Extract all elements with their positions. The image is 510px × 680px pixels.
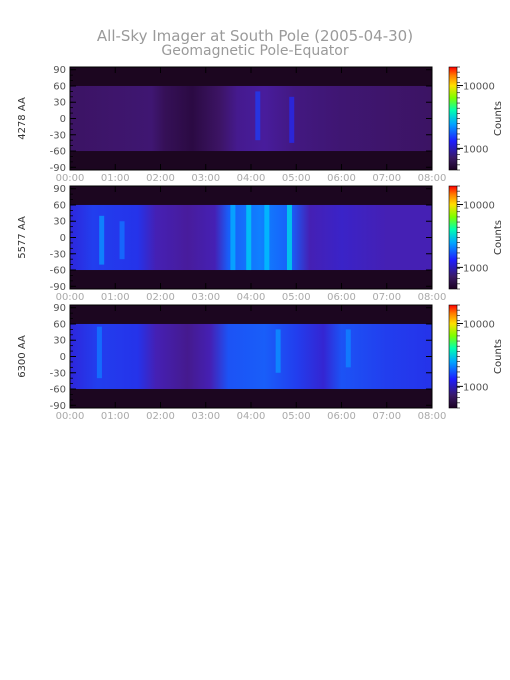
data-region: [70, 85, 432, 152]
x-tick-label: 01:00: [101, 173, 130, 184]
y-tick-label: 0: [60, 233, 66, 244]
y-tick-label: 60: [53, 200, 66, 211]
aurora-streak: [255, 91, 261, 141]
x-tick-label: 06:00: [327, 173, 356, 184]
aurora-streak: [99, 215, 105, 265]
x-tick-label: 03:00: [191, 173, 220, 184]
x-tick-label: 02:00: [146, 411, 175, 422]
y-tick-label: 90: [53, 65, 66, 76]
y-tick-label: -60: [50, 147, 66, 158]
colorbar-tick-label: 10000: [463, 320, 495, 331]
x-tick-label: 07:00: [372, 292, 401, 303]
y-tick-label: -90: [50, 282, 66, 293]
x-tick-label: 04:00: [237, 292, 266, 303]
y-tick-label: -90: [50, 401, 66, 412]
aurora-streak: [230, 204, 236, 271]
aurora-streak: [246, 204, 252, 271]
y-tick-label: -60: [50, 266, 66, 277]
x-tick-label: 00:00: [56, 292, 85, 303]
colorbar-label: Counts: [493, 220, 504, 255]
y-tick-label: -60: [50, 385, 66, 396]
y-tick-label: 0: [60, 114, 66, 125]
y-tick-label: -30: [50, 368, 66, 379]
colorbar: [448, 304, 458, 409]
data-region: [70, 323, 432, 390]
colorbar-tick-label: 10000: [463, 82, 495, 93]
aurora-streak: [275, 329, 281, 373]
aurora-streak: [264, 204, 270, 271]
aurora-streak: [345, 329, 351, 368]
y-tick-label: 60: [53, 319, 66, 330]
y-tick-label: 30: [53, 98, 66, 109]
y-axis-label: 6300 AA: [17, 335, 28, 378]
colorbar-tick-label: 10000: [463, 201, 495, 212]
x-tick-label: 05:00: [282, 411, 311, 422]
colorbar-tick-label: 1000: [463, 263, 488, 274]
y-tick-label: 90: [53, 303, 66, 314]
x-tick-label: 04:00: [237, 411, 266, 422]
colorbar-tick-label: 1000: [463, 144, 488, 155]
y-axis-label: 4278 AA: [17, 97, 28, 140]
x-tick-label: 06:00: [327, 411, 356, 422]
y-tick-label: 0: [60, 352, 66, 363]
x-tick-label: 00:00: [56, 411, 85, 422]
y-tick-label: -30: [50, 130, 66, 141]
colorbar-label: Counts: [493, 339, 504, 374]
x-tick-label: 07:00: [372, 411, 401, 422]
colorbar-tick-label: 1000: [463, 382, 488, 393]
x-tick-label: 08:00: [418, 411, 447, 422]
colorbar-label: Counts: [493, 101, 504, 136]
x-tick-label: 08:00: [418, 173, 447, 184]
figure-title: All-Sky Imager at South Pole (2005-04-30…: [97, 27, 413, 45]
y-tick-label: 30: [53, 336, 66, 347]
y-tick-label: 90: [53, 184, 66, 195]
colorbar: [448, 66, 458, 171]
x-tick-label: 03:00: [191, 411, 220, 422]
y-axis-label: 5577 AA: [17, 216, 28, 259]
y-tick-label: -30: [50, 249, 66, 260]
colorbar: [448, 185, 458, 290]
x-tick-label: 06:00: [327, 292, 356, 303]
y-tick-label: 60: [53, 81, 66, 92]
y-tick-label: -90: [50, 163, 66, 174]
x-tick-label: 01:00: [101, 292, 130, 303]
y-tick-label: 30: [53, 217, 66, 228]
x-tick-label: 04:00: [237, 173, 266, 184]
x-tick-label: 08:00: [418, 292, 447, 303]
x-tick-label: 05:00: [282, 292, 311, 303]
x-tick-label: 03:00: [191, 292, 220, 303]
aurora-streak: [286, 204, 292, 271]
aurora-streak: [289, 96, 295, 143]
x-tick-label: 05:00: [282, 173, 311, 184]
x-tick-label: 00:00: [56, 173, 85, 184]
x-tick-label: 01:00: [101, 411, 130, 422]
aurora-streak: [96, 326, 102, 379]
figure-subtitle: Geomagnetic Pole-Equator: [161, 43, 348, 59]
x-tick-label: 02:00: [146, 292, 175, 303]
aurora-streak: [119, 221, 125, 260]
x-tick-label: 07:00: [372, 173, 401, 184]
x-tick-label: 02:00: [146, 173, 175, 184]
